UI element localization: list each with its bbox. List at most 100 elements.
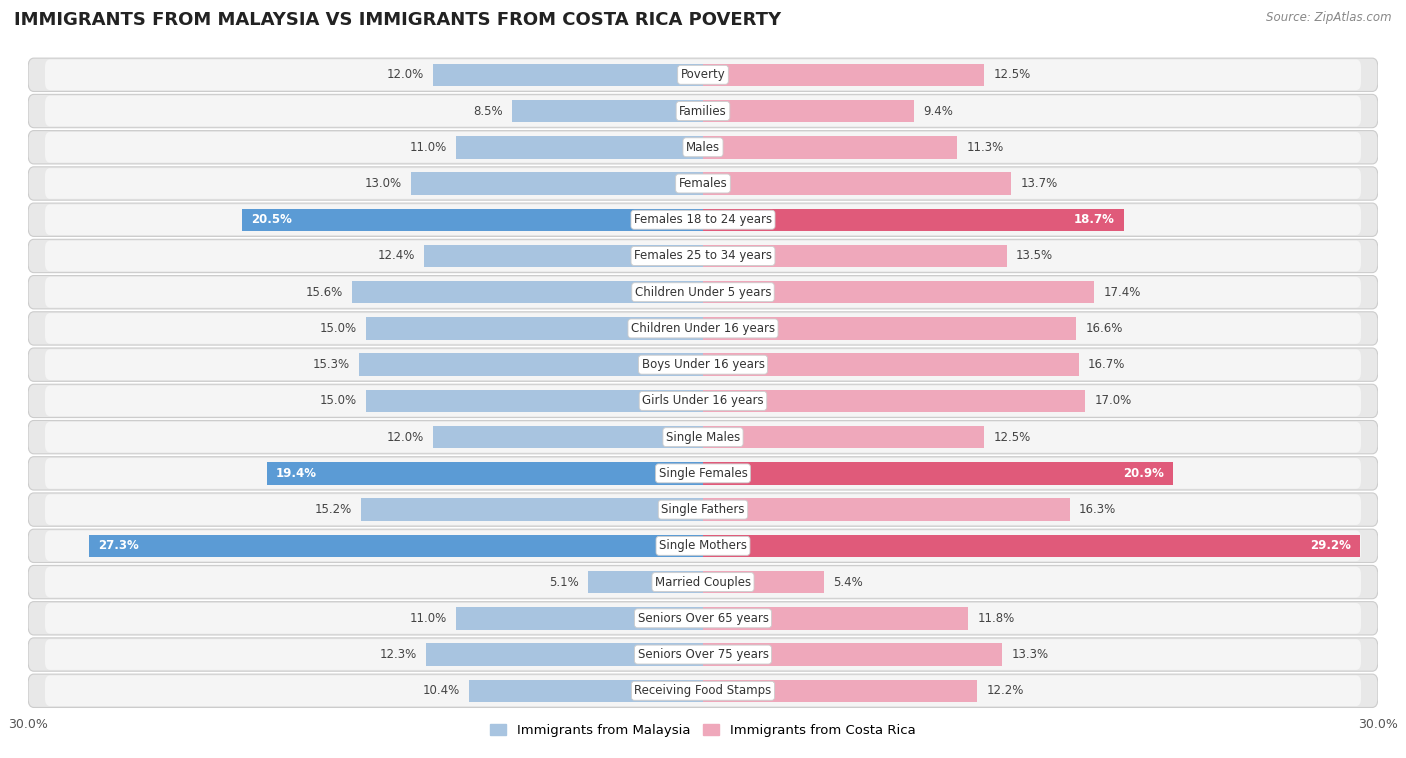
FancyBboxPatch shape [45,205,1361,235]
FancyBboxPatch shape [45,567,1361,597]
FancyBboxPatch shape [28,203,1378,236]
Bar [456,607,703,630]
Bar [703,172,1011,195]
Bar [433,426,703,449]
Legend: Immigrants from Malaysia, Immigrants from Costa Rica: Immigrants from Malaysia, Immigrants fro… [485,719,921,742]
Bar [512,100,703,122]
FancyBboxPatch shape [45,277,1361,308]
Text: 13.7%: 13.7% [1021,177,1057,190]
FancyBboxPatch shape [45,96,1361,127]
FancyBboxPatch shape [45,59,1361,90]
Text: 16.6%: 16.6% [1085,322,1123,335]
Text: Seniors Over 65 years: Seniors Over 65 years [637,612,769,625]
Text: Source: ZipAtlas.com: Source: ZipAtlas.com [1267,11,1392,24]
Text: Children Under 16 years: Children Under 16 years [631,322,775,335]
FancyBboxPatch shape [45,494,1361,525]
Text: 12.5%: 12.5% [993,68,1031,81]
Text: 13.3%: 13.3% [1011,648,1049,661]
Text: Boys Under 16 years: Boys Under 16 years [641,359,765,371]
FancyBboxPatch shape [28,348,1378,381]
Text: 16.3%: 16.3% [1078,503,1116,516]
Text: 12.4%: 12.4% [378,249,415,262]
Text: 12.2%: 12.2% [987,684,1024,697]
FancyBboxPatch shape [28,457,1378,490]
FancyBboxPatch shape [28,130,1378,164]
Text: Single Fathers: Single Fathers [661,503,745,516]
Bar [703,571,824,594]
Bar [433,64,703,86]
Text: 12.0%: 12.0% [387,68,425,81]
Text: Males: Males [686,141,720,154]
Text: 19.4%: 19.4% [276,467,316,480]
FancyBboxPatch shape [45,675,1361,706]
FancyBboxPatch shape [28,58,1378,92]
FancyBboxPatch shape [28,421,1378,454]
FancyBboxPatch shape [28,674,1378,707]
Text: 20.9%: 20.9% [1123,467,1164,480]
Text: 15.0%: 15.0% [319,322,357,335]
Bar [703,136,957,158]
Text: Families: Families [679,105,727,117]
Text: Single Mothers: Single Mothers [659,540,747,553]
Text: 15.3%: 15.3% [312,359,350,371]
Bar [703,64,984,86]
Text: 13.0%: 13.0% [364,177,402,190]
Text: 13.5%: 13.5% [1015,249,1053,262]
Bar [703,534,1360,557]
Text: Children Under 5 years: Children Under 5 years [634,286,772,299]
Bar [703,644,1002,666]
Text: Receiving Food Stamps: Receiving Food Stamps [634,684,772,697]
Text: 17.4%: 17.4% [1104,286,1140,299]
FancyBboxPatch shape [45,421,1361,453]
FancyBboxPatch shape [28,493,1378,526]
FancyBboxPatch shape [28,94,1378,127]
FancyBboxPatch shape [45,240,1361,271]
Text: 16.7%: 16.7% [1088,359,1125,371]
Text: Seniors Over 75 years: Seniors Over 75 years [637,648,769,661]
Bar [703,498,1070,521]
Bar [703,317,1077,340]
Text: 12.3%: 12.3% [380,648,418,661]
Bar [267,462,703,484]
Bar [425,245,703,268]
FancyBboxPatch shape [45,639,1361,670]
Text: 17.0%: 17.0% [1094,394,1132,407]
FancyBboxPatch shape [45,132,1361,163]
FancyBboxPatch shape [45,386,1361,416]
Text: 9.4%: 9.4% [924,105,953,117]
Text: 11.3%: 11.3% [966,141,1004,154]
FancyBboxPatch shape [28,384,1378,418]
Text: 20.5%: 20.5% [250,213,291,226]
Text: 11.0%: 11.0% [409,141,447,154]
Text: Females: Females [679,177,727,190]
Bar [352,281,703,303]
Bar [703,353,1078,376]
Bar [588,571,703,594]
Bar [366,390,703,412]
Text: 15.6%: 15.6% [307,286,343,299]
Bar [703,426,984,449]
Text: Females 25 to 34 years: Females 25 to 34 years [634,249,772,262]
Bar [703,680,977,702]
FancyBboxPatch shape [45,168,1361,199]
Bar [703,100,914,122]
Bar [470,680,703,702]
FancyBboxPatch shape [45,313,1361,344]
Bar [703,462,1173,484]
Text: 10.4%: 10.4% [423,684,460,697]
FancyBboxPatch shape [45,458,1361,489]
FancyBboxPatch shape [28,565,1378,599]
Text: 12.5%: 12.5% [993,431,1031,443]
Bar [242,208,703,231]
FancyBboxPatch shape [28,638,1378,672]
FancyBboxPatch shape [28,276,1378,309]
Text: Single Males: Single Males [666,431,740,443]
FancyBboxPatch shape [28,240,1378,273]
Bar [703,607,969,630]
Bar [703,208,1123,231]
FancyBboxPatch shape [28,167,1378,200]
Bar [411,172,703,195]
Text: 27.3%: 27.3% [98,540,139,553]
Text: 5.4%: 5.4% [834,575,863,588]
Bar [703,390,1085,412]
